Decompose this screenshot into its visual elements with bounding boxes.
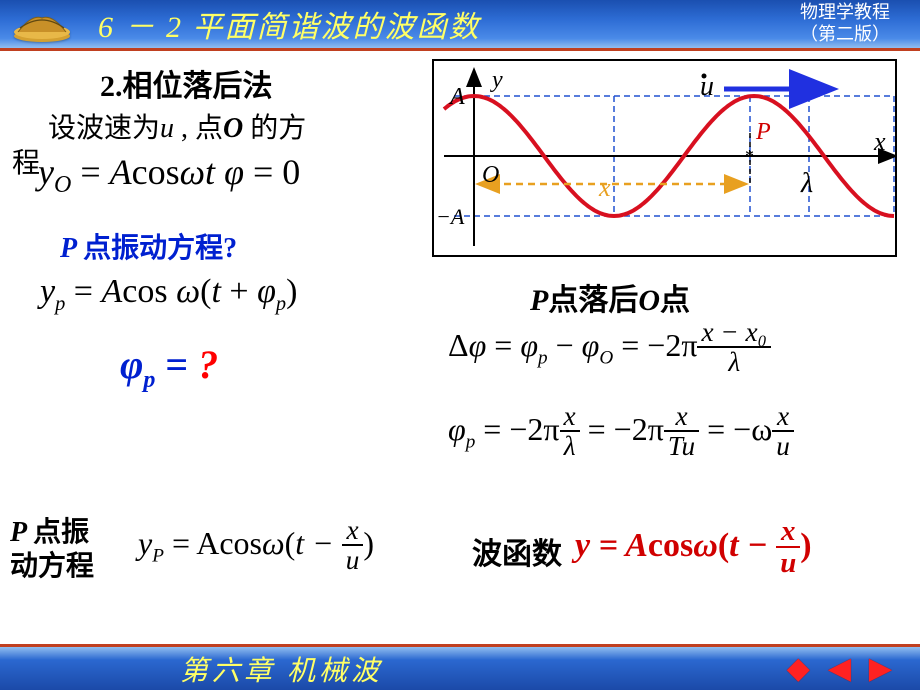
svg-text:u: u [700, 71, 714, 102]
equation-yP-final: yP = Acosω(t − xu) [138, 517, 374, 576]
text-wave-speed: 设波速为u , 点O 的方 [48, 106, 306, 146]
svg-text:λ: λ [800, 168, 813, 199]
text-equation-cont: 程 [12, 141, 40, 181]
course-edition: （第二版） [800, 24, 890, 46]
text-P-question: P 点振动方程? [60, 226, 237, 266]
svg-text:O: O [482, 162, 499, 188]
nav-stop-icon[interactable]: ◆ [787, 651, 810, 686]
text-wave-function: 波函数 [472, 529, 562, 573]
header-bar: 6 － 2 平面简谐波的波函数 物理学教程 （第二版） [0, 0, 920, 48]
svg-text:−A: −A [436, 204, 465, 229]
nav-next-icon[interactable]: ▶ [869, 651, 892, 686]
svg-text:P: P [755, 119, 771, 145]
course-label: 物理学教程 （第二版） [800, 2, 890, 45]
equation-phi-question: φp = ? [120, 341, 218, 394]
footer-rule [0, 644, 920, 647]
nav-prev-icon[interactable]: ◀ [828, 651, 851, 686]
slide-content: 2.相位落后法 设波速为u , 点O 的方 程 yO = Acosωt φ = … [0, 51, 920, 647]
svg-text:A: A [448, 84, 465, 110]
logo-icon [6, 4, 78, 44]
nav-controls: ◆ ◀ ▶ [787, 651, 892, 686]
chapter-title: 第六章 机械波 [180, 649, 383, 689]
equation-yp: yp = Acos ω(t + φp) [40, 273, 297, 316]
footer-bar: 第六章 机械波 ◆ ◀ ▶ [0, 647, 920, 690]
course-name: 物理学教程 [800, 2, 890, 24]
equation-phi-p: φp = −2πxλ = −2πxTu = −ωxu [448, 403, 794, 462]
wave-graph: * yA −A Ou x Px λ [432, 59, 897, 257]
svg-text:y: y [490, 67, 503, 93]
page-title: 6 － 2 平面简谐波的波函数 [98, 2, 481, 46]
svg-text:*: * [745, 146, 754, 166]
text-P-lag-O: P点落后O点 [530, 275, 690, 319]
equation-yO: yO = Acosωt φ = 0 [38, 151, 300, 199]
svg-text:x: x [598, 173, 611, 202]
text-P-equation-label: P 点振动方程 [10, 516, 94, 583]
svg-text:x: x [873, 127, 886, 156]
subtitle: 2.相位落后法 [100, 61, 273, 105]
equation-wave-function: y = Acosω(t − xu) [575, 517, 812, 580]
equation-delta-phi: Δφ = φp − φO = −2πx − x₀λ [448, 319, 771, 378]
